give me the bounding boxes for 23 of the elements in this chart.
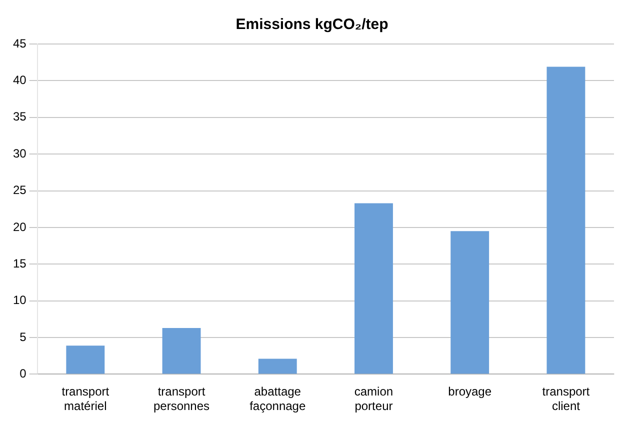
y-tick-label: 5 bbox=[20, 330, 27, 344]
bar bbox=[258, 358, 297, 374]
x-tick-label: abattage façonnage bbox=[250, 384, 306, 414]
bar bbox=[354, 203, 393, 374]
x-tick-label: camion porteur bbox=[354, 384, 394, 414]
y-tick-label: 0 bbox=[20, 366, 27, 381]
bar bbox=[66, 346, 105, 374]
bar bbox=[162, 328, 201, 374]
y-tick-label: 40 bbox=[12, 73, 27, 87]
chart-title: Emissions kgCO₂/tep bbox=[236, 16, 388, 34]
x-tick-label: broyage bbox=[448, 384, 492, 399]
x-tick-label: transport personnes bbox=[153, 384, 210, 414]
y-tick-label: 45 bbox=[12, 36, 27, 50]
y-tick-label: 10 bbox=[12, 293, 27, 308]
bar bbox=[450, 231, 490, 374]
y-tick-label: 25 bbox=[12, 183, 27, 198]
y-tick-label: 15 bbox=[12, 256, 27, 270]
y-tick-label: 30 bbox=[12, 146, 27, 160]
x-tick-label: transport client bbox=[542, 384, 590, 414]
bar bbox=[546, 66, 586, 374]
y-tick-label: 20 bbox=[12, 220, 27, 234]
x-tick-label: transport matériel bbox=[62, 384, 110, 414]
y-tick-label: 35 bbox=[12, 110, 27, 124]
